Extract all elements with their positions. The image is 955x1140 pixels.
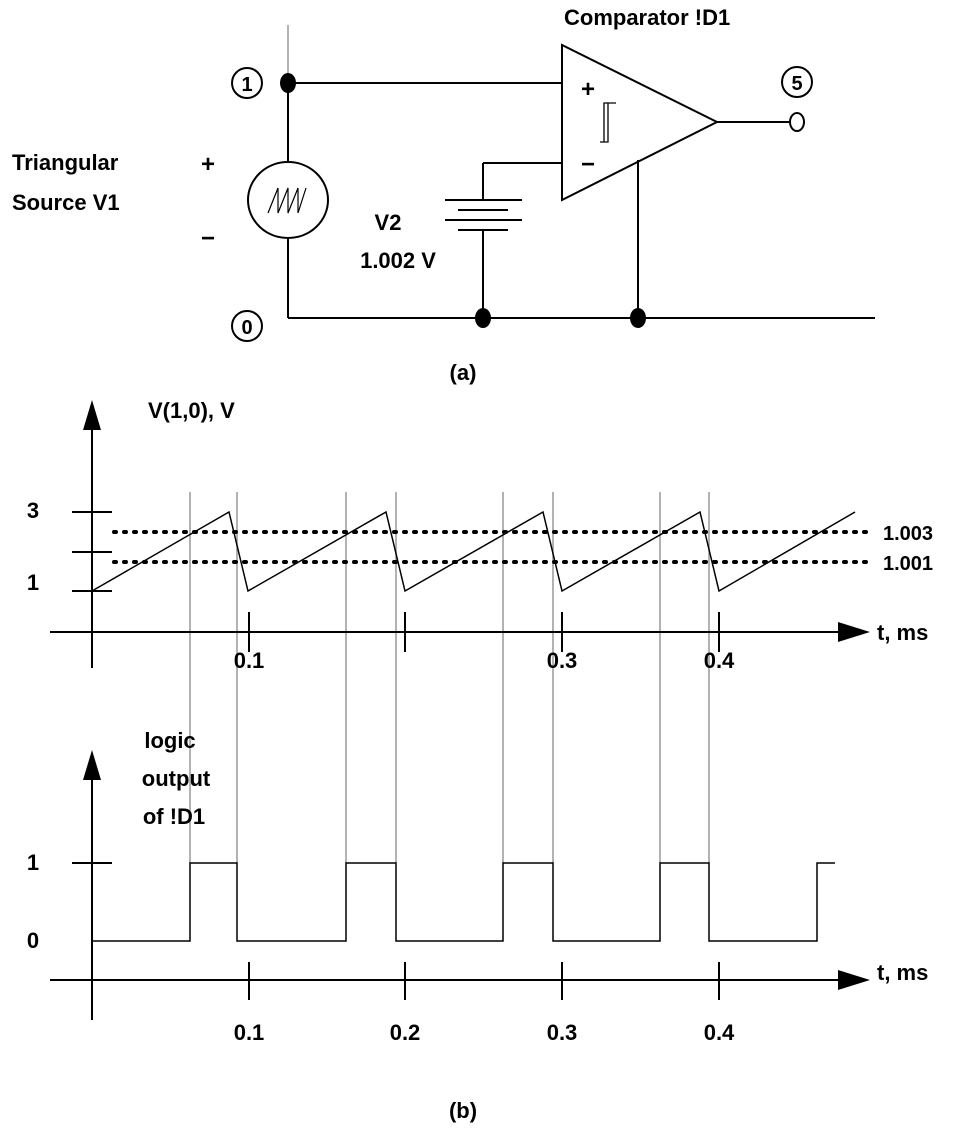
hysteresis-icon	[600, 102, 616, 143]
node-0-label: 0	[241, 317, 252, 339]
threshold-low-label: 1.001	[883, 553, 933, 575]
y-tick-label: 1	[27, 850, 39, 875]
x-tick-label: 0.1	[234, 648, 265, 673]
node-1-marker	[231, 67, 263, 99]
noninverting-sign: +	[581, 76, 595, 103]
battery-value: 1.002 V	[360, 248, 436, 273]
x-tick-label: 0.2	[390, 1020, 421, 1045]
x-axis-arrow	[838, 970, 870, 990]
y-axis-arrow	[83, 750, 101, 780]
y-tick-label: 3	[27, 498, 39, 523]
transition-guides	[189, 492, 710, 863]
source-label: Triangular	[12, 150, 119, 175]
x-tick-label: 0.3	[547, 648, 578, 673]
x-tick-label: 0.1	[234, 1020, 265, 1045]
y-tick-label: 1	[27, 570, 39, 595]
y-axis-label: of !D1	[143, 804, 205, 829]
threshold-high-label: 1.003	[883, 523, 933, 545]
source-plus: +	[201, 151, 215, 178]
x-tick-label: 0.4	[704, 648, 735, 673]
inverting-sign: −	[581, 151, 595, 178]
x-axis-arrow	[838, 622, 870, 642]
node-0-marker	[231, 310, 263, 342]
triangular-waveform	[91, 510, 856, 593]
logic-output-plot: logic output of !D1 t, ms 1 0 0.1 0.2 0.…	[27, 728, 928, 1123]
junction-dot	[280, 73, 296, 93]
x-tick-label: 0.4	[704, 1020, 735, 1045]
node-5-label: 5	[791, 73, 802, 95]
sawtooth-glyph-icon	[267, 187, 307, 214]
source-label: Source V1	[12, 190, 120, 215]
battery-name: V2	[375, 210, 402, 235]
y-axis-arrow	[83, 400, 101, 430]
comparator-title: Comparator !D1	[564, 5, 730, 30]
battery-icon	[445, 199, 522, 231]
logic-waveform	[92, 862, 835, 942]
output-terminal	[789, 112, 805, 132]
y-tick-label: 0	[27, 928, 39, 953]
circuit-schematic: Comparator !D1 1 0 Triangular Source V1 …	[12, 5, 875, 385]
caption-b: (b)	[449, 1098, 477, 1123]
comparator-triangle	[561, 43, 720, 202]
x-tick-label: 0.3	[547, 1020, 578, 1045]
y-axis-label: output	[142, 766, 211, 791]
node-1-label: 1	[241, 74, 252, 96]
caption-a: (a)	[450, 360, 477, 385]
x-axis-label: t, ms	[877, 960, 928, 985]
y-axis-label: logic	[144, 728, 195, 753]
voltage-plot: V(1,0), V t, ms 3 1 0.1 0.3 0.4 1.003 1.…	[27, 398, 933, 673]
y-axis-label: V(1,0), V	[148, 398, 235, 423]
source-minus: −	[201, 225, 215, 252]
x-axis-label: t, ms	[877, 620, 928, 645]
node-5-marker	[781, 66, 813, 98]
